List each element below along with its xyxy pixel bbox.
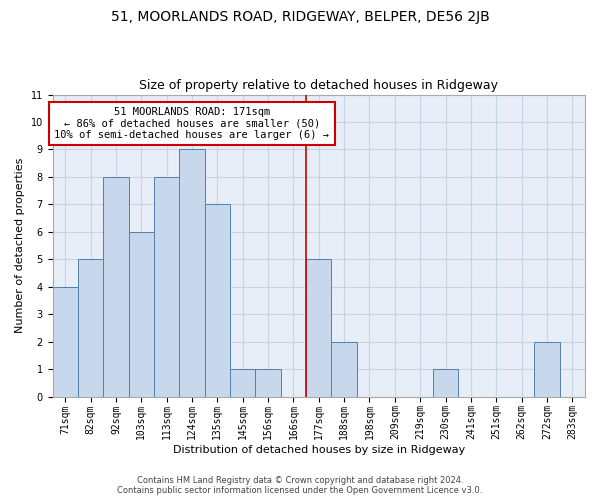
Text: Contains HM Land Registry data © Crown copyright and database right 2024.
Contai: Contains HM Land Registry data © Crown c… — [118, 476, 482, 495]
Bar — [154, 177, 179, 396]
Bar — [534, 342, 560, 396]
Text: 51, MOORLANDS ROAD, RIDGEWAY, BELPER, DE56 2JB: 51, MOORLANDS ROAD, RIDGEWAY, BELPER, DE… — [110, 10, 490, 24]
Bar — [205, 204, 230, 396]
Bar — [78, 260, 103, 396]
Text: 51 MOORLANDS ROAD: 171sqm
← 86% of detached houses are smaller (50)
10% of semi-: 51 MOORLANDS ROAD: 171sqm ← 86% of detac… — [55, 107, 329, 140]
Bar — [179, 150, 205, 396]
Bar — [306, 260, 331, 396]
X-axis label: Distribution of detached houses by size in Ridgeway: Distribution of detached houses by size … — [173, 445, 465, 455]
Bar — [256, 369, 281, 396]
Bar — [103, 177, 128, 396]
Bar — [53, 286, 78, 397]
Bar — [128, 232, 154, 396]
Bar — [230, 369, 256, 396]
Bar — [433, 369, 458, 396]
Y-axis label: Number of detached properties: Number of detached properties — [15, 158, 25, 333]
Bar — [331, 342, 357, 396]
Title: Size of property relative to detached houses in Ridgeway: Size of property relative to detached ho… — [139, 79, 498, 92]
